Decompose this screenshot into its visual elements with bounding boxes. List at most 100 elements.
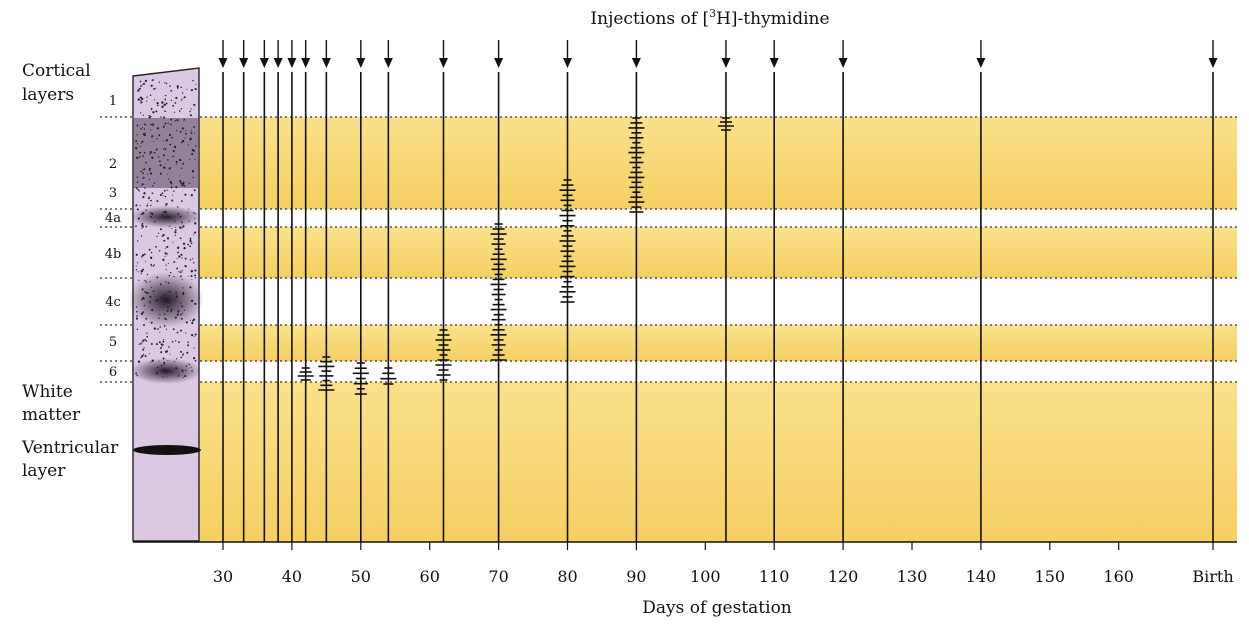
speckle-dot: [161, 214, 164, 216]
speckle-dot: [141, 97, 144, 101]
speckle-dot: [137, 98, 140, 101]
speckle-dot: [141, 183, 144, 186]
speckle-dot: [172, 328, 175, 331]
label-layers: layers: [22, 85, 74, 105]
speckle-dot: [142, 176, 145, 179]
speckle-dot: [190, 270, 193, 273]
speckle-dot: [136, 328, 139, 331]
speckle-dot: [141, 288, 144, 291]
speckle-dot: [189, 114, 192, 117]
speckle-dot: [158, 160, 161, 163]
speckle-dot: [163, 339, 165, 341]
speckle-dot: [187, 275, 189, 277]
speckle-dot: [189, 238, 192, 241]
speckle-dot: [143, 253, 146, 256]
speckle-dot: [189, 286, 192, 289]
speckle-dot: [150, 343, 153, 345]
speckle-dot: [150, 321, 153, 324]
speckle-dot: [182, 242, 186, 245]
speckle-dot: [193, 335, 195, 337]
band-layer-4b: [199, 227, 1237, 278]
speckle-dot: [190, 333, 194, 337]
speckle-dot: [150, 263, 153, 266]
speckle-dot: [150, 251, 153, 254]
speckle-dot: [158, 250, 161, 252]
speckle-dot: [179, 329, 183, 332]
layer-label-4a: 4a: [105, 211, 121, 226]
band-layer-5: [199, 325, 1237, 361]
speckle-dot: [164, 252, 167, 255]
speckle-dot: [187, 144, 189, 146]
speckle-dot: [142, 339, 145, 342]
speckle-dot: [156, 366, 159, 369]
speckle-dot: [156, 138, 158, 140]
speckle-dot: [180, 317, 183, 320]
speckle-dot: [179, 158, 182, 162]
speckle-dot: [189, 245, 191, 248]
speckle-dot: [138, 156, 141, 158]
speckle-dot: [182, 182, 185, 185]
layer-label-1: 1: [109, 94, 117, 109]
speckle-dot: [137, 271, 139, 273]
speckle-dot: [163, 103, 166, 106]
speckle-dot: [136, 134, 138, 136]
speckle-dot: [175, 295, 178, 298]
speckle-dot: [162, 376, 164, 378]
speckle-dot: [178, 271, 180, 273]
speckle-dot: [173, 275, 175, 278]
speckle-dot: [164, 247, 166, 249]
speckle-dot: [168, 133, 172, 136]
speckle-dot: [179, 237, 182, 240]
speckle-dot: [170, 308, 173, 311]
speckle-dot: [159, 228, 162, 231]
speckle-dot: [181, 370, 184, 373]
speckle-dot: [193, 103, 196, 106]
speckle-dot: [185, 133, 187, 136]
speckle-dot: [155, 110, 158, 113]
speckle-dot: [135, 147, 138, 150]
speckle-dot: [190, 275, 193, 278]
cortical-section-strip: [128, 67, 204, 542]
injection-arrow-icon: [563, 58, 572, 68]
speckle-dot: [141, 298, 143, 301]
speckle-dot: [167, 122, 169, 124]
speckle-dot: [177, 373, 179, 375]
speckle-dot: [167, 263, 169, 265]
speckle-dot: [136, 143, 139, 145]
injection-arrow-icon: [383, 58, 393, 68]
speckle-dot: [152, 264, 155, 267]
speckle-dot: [149, 256, 153, 259]
speckle-dot: [147, 197, 150, 200]
layer-label-6: 6: [109, 365, 117, 380]
speckle-dot: [146, 332, 148, 334]
speckle-dot: [173, 145, 177, 149]
speckle-dot: [142, 196, 145, 199]
speckle-dot: [145, 225, 148, 228]
speckle-dot: [164, 82, 166, 84]
speckle-dot: [192, 318, 196, 321]
speckle-dot: [164, 99, 166, 101]
speckle-dot: [166, 189, 168, 191]
speckle-dot: [146, 204, 149, 207]
x-tick-label: 90: [626, 567, 646, 586]
speckle-dot: [174, 120, 176, 122]
speckle-dot: [157, 328, 159, 330]
speckle-dot: [175, 96, 178, 100]
speckle-dot: [138, 87, 141, 90]
speckle-dot: [160, 343, 163, 346]
speckle-dot: [136, 315, 138, 317]
speckle-dot: [156, 200, 159, 203]
speckle-dot: [184, 375, 187, 378]
speckle-dot: [183, 309, 186, 311]
speckle-dot: [179, 226, 182, 229]
speckle-dot: [146, 173, 148, 175]
speckle-dot: [142, 311, 145, 314]
speckle-dot: [143, 304, 146, 307]
speckle-dot: [144, 187, 146, 189]
speckle-dot: [167, 173, 169, 176]
speckle-dot: [146, 273, 149, 276]
speckle-dot: [143, 123, 146, 125]
speckle-dot: [194, 218, 196, 220]
speckle-dot: [150, 129, 152, 131]
speckle-dot: [162, 357, 165, 360]
